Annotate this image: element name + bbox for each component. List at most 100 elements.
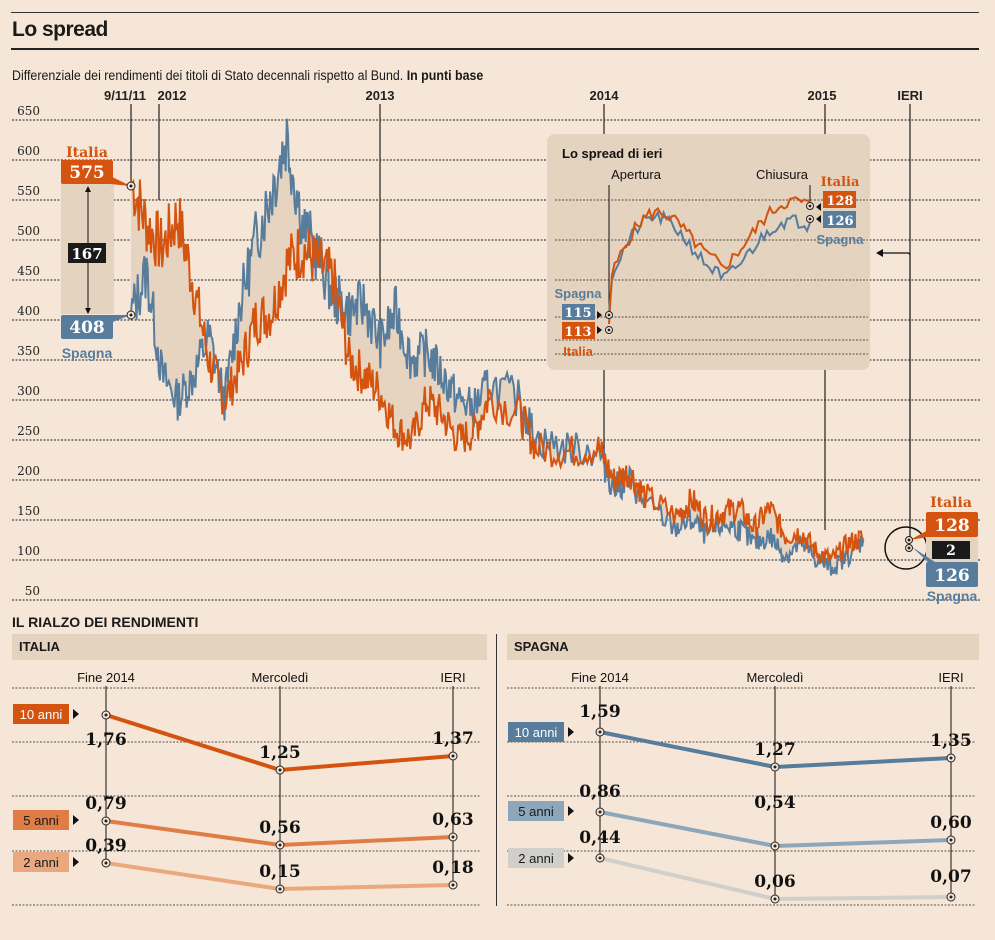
- series-badge-label: 10 anni: [20, 707, 63, 722]
- start-spagna-pointer: [110, 315, 131, 323]
- data-point-marker: [946, 892, 956, 902]
- data-point-dot: [598, 730, 602, 734]
- pointer-arrow: [73, 709, 79, 719]
- series-badge: [13, 852, 69, 872]
- data-point-marker: [448, 751, 458, 761]
- value-label: 0,07: [930, 867, 971, 887]
- value-label: 1,35: [930, 731, 971, 751]
- value-label: 0,06: [754, 872, 795, 892]
- value-label: 1,25: [259, 743, 300, 763]
- start-italia-pointer: [110, 176, 131, 186]
- end-italia-name: Italia: [930, 495, 972, 511]
- data-point-marker: [595, 853, 605, 863]
- data-point-dot: [773, 844, 777, 848]
- inset-connector: [883, 252, 911, 540]
- series-line-spagna: [130, 118, 865, 576]
- start-italia-value: 575: [69, 163, 105, 183]
- category-label: Fine 2014: [571, 670, 629, 685]
- y-tick-label: 100: [17, 544, 40, 558]
- y-tick-label: 500: [17, 224, 40, 238]
- series-badge: [13, 810, 69, 830]
- inset-spagna-close-badge: [823, 211, 856, 228]
- inset-open-label: Apertura: [611, 167, 662, 182]
- start-diff-value: 167: [71, 245, 102, 263]
- start-spagna-badge: [61, 315, 113, 339]
- data-point-marker: [770, 841, 780, 851]
- yield-line: [599, 730, 952, 770]
- series-badge-label: 5 anni: [518, 804, 554, 819]
- data-point-dot: [451, 835, 455, 839]
- pointer-arrow: [568, 853, 574, 863]
- series-badge-label: 5 anni: [23, 813, 59, 828]
- data-point-dot: [808, 217, 812, 221]
- data-point-dot: [598, 810, 602, 814]
- data-point-dot: [607, 313, 611, 317]
- inset-italia-open-value: 113: [564, 325, 591, 340]
- series-badge: [13, 704, 69, 724]
- series-badge-label: 10 anni: [515, 725, 558, 740]
- data-point-marker: [275, 884, 285, 894]
- end-diff-badge: [932, 541, 970, 559]
- inset-pointer-arrow: [876, 249, 883, 257]
- start-spagna-value: 408: [69, 318, 105, 338]
- arrow-head-down: [85, 308, 91, 314]
- value-label: 1,37: [432, 729, 473, 749]
- data-point-dot: [278, 887, 282, 891]
- end-italia-value: 128: [934, 516, 970, 536]
- data-point-dot: [907, 538, 911, 542]
- data-point-marker: [101, 816, 111, 826]
- series-badge-label: 2 anni: [23, 855, 59, 870]
- end-spagna-name: Spagna: [927, 588, 978, 604]
- yield-line: [105, 819, 454, 848]
- panel-spagna-header: SPAGNA: [507, 634, 979, 660]
- start-spagna-name: Spagna: [62, 345, 113, 361]
- inset-title: Lo spread di ieri: [562, 146, 662, 161]
- inset-italia-close-value: 128: [826, 194, 853, 209]
- data-point-dot: [949, 756, 953, 760]
- data-point-marker: [448, 832, 458, 842]
- panel-divider: [496, 634, 497, 906]
- value-label: 0,15: [259, 862, 300, 882]
- yield-line: [599, 856, 952, 902]
- y-tick-label: 150: [17, 504, 40, 518]
- end-italia-pointer: [910, 530, 928, 540]
- series-badge-label: 2 anni: [518, 851, 554, 866]
- value-label: 0,39: [85, 836, 126, 856]
- data-point-marker: [770, 894, 780, 904]
- start-italia-badge: [61, 160, 113, 184]
- series-badge: [508, 722, 564, 742]
- value-label: 1,59: [579, 702, 620, 722]
- data-point-dot: [104, 861, 108, 865]
- data-point-dot: [808, 204, 812, 208]
- y-tick-label: 350: [17, 344, 40, 358]
- category-label: IERI: [938, 670, 963, 685]
- yield-line: [105, 861, 454, 892]
- y-tick-label: 250: [17, 424, 40, 438]
- y-tick-label: 450: [17, 264, 40, 278]
- value-label: 1,27: [754, 740, 795, 760]
- y-tick-label: 300: [17, 384, 40, 398]
- yields-section-title: IL RIALZO DEI RENDIMENTI: [12, 614, 199, 630]
- yield-line: [599, 810, 952, 849]
- inset-italia-name-right: Italia: [821, 175, 860, 190]
- title-rule: [11, 48, 979, 50]
- data-point-dot: [451, 883, 455, 887]
- time-marker-label: 9/11/11: [104, 88, 146, 103]
- category-label: Mercoledì: [746, 670, 803, 685]
- data-point-dot: [949, 838, 953, 842]
- spread-chart: 650 600 550 500 450 400 350 300 250 200 150 100 50 9/…: [12, 88, 980, 604]
- data-point-marker: [275, 765, 285, 775]
- inset-spagna-close-value: 126: [826, 214, 853, 229]
- data-point-dot: [278, 768, 282, 772]
- page-title: Lo spread: [12, 18, 108, 41]
- data-point-marker: [595, 807, 605, 817]
- pointer-arrow: [597, 326, 602, 334]
- category-label: Mercoledì: [251, 670, 308, 685]
- value-label: 0,54: [754, 793, 796, 813]
- start-diff-badge: [68, 243, 106, 263]
- data-point-dot: [451, 754, 455, 758]
- inset-close-label: Chiusura: [756, 167, 809, 182]
- inset-italia-open-badge: [562, 322, 595, 339]
- value-label: 0,79: [85, 794, 126, 814]
- yield-line: [105, 713, 454, 773]
